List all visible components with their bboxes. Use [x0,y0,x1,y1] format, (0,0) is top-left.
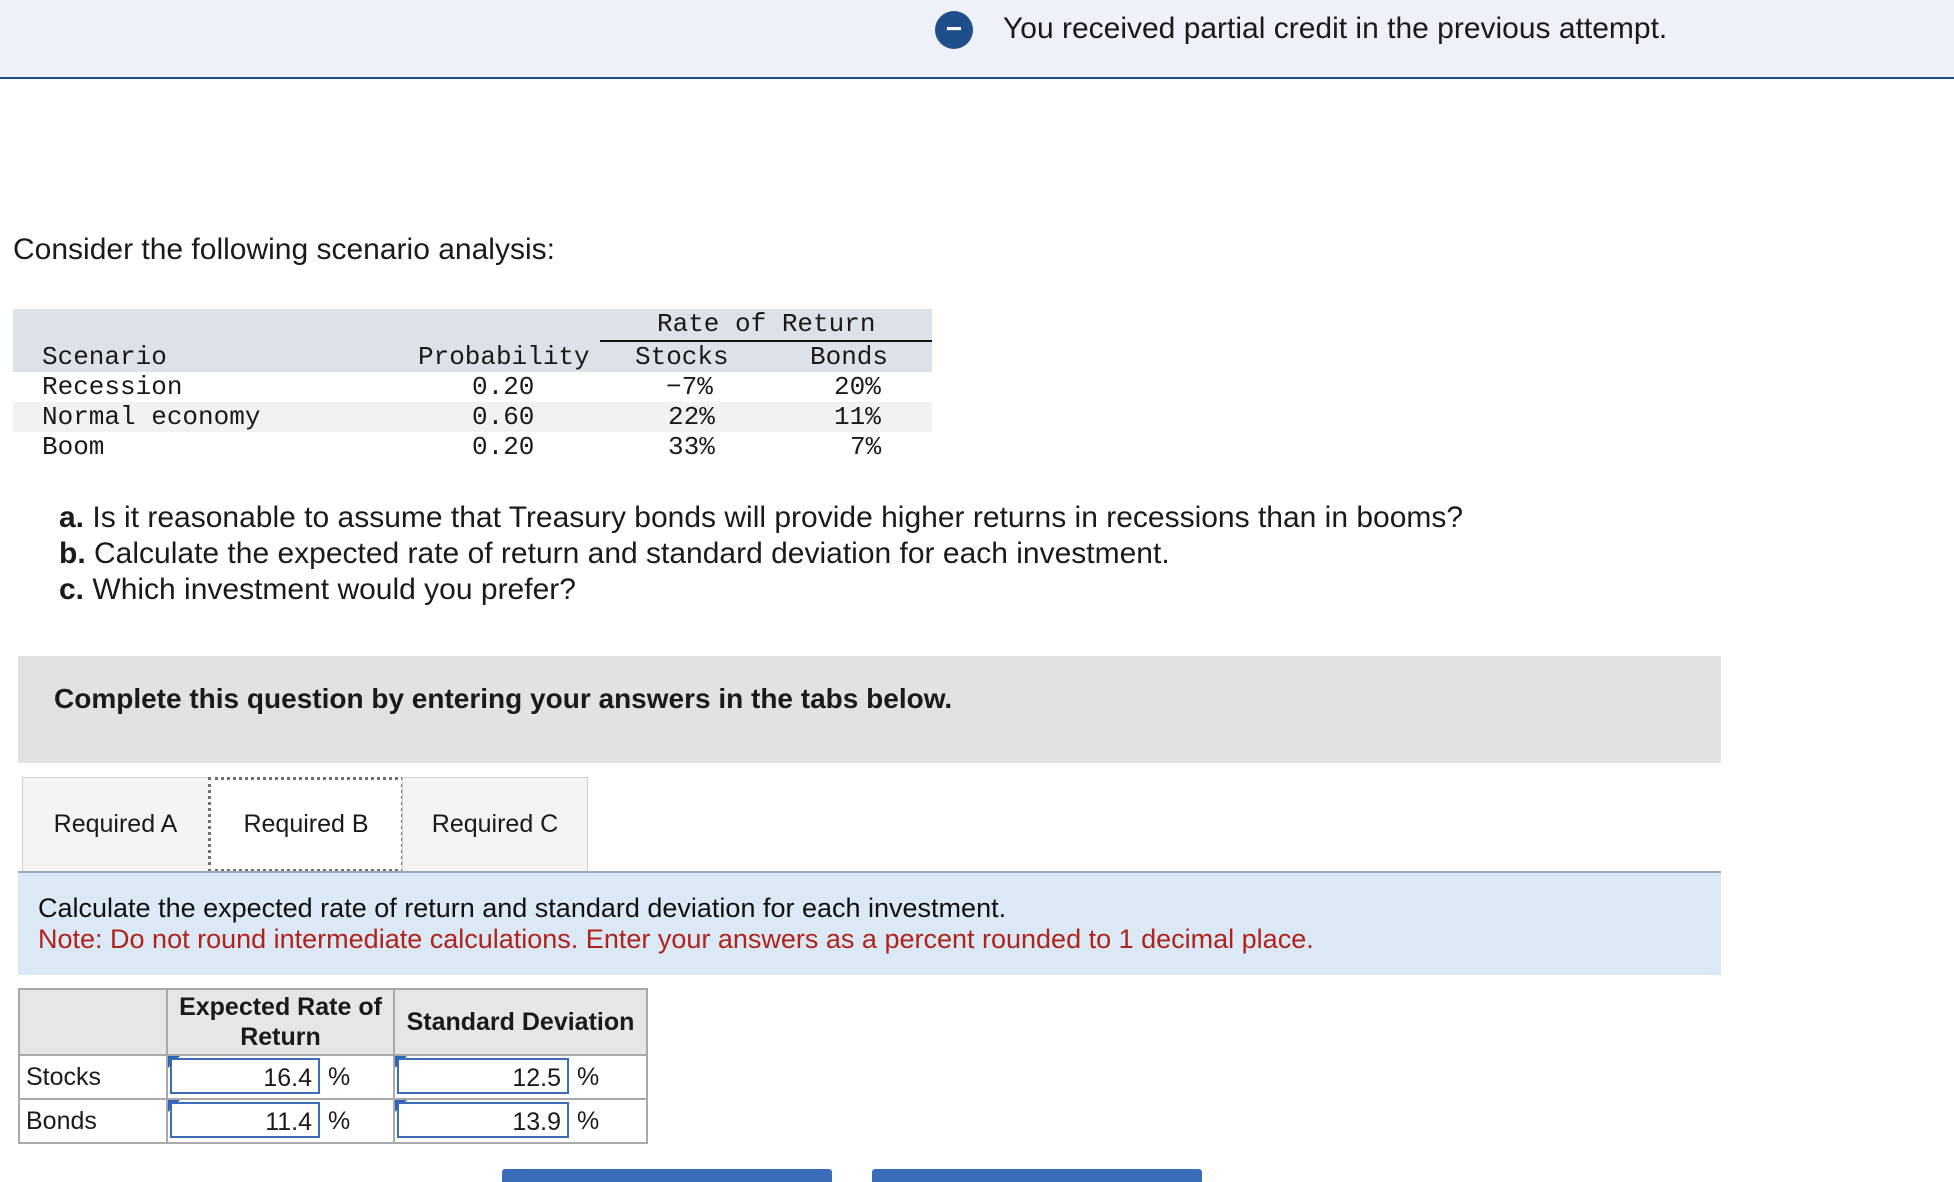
scenario-cell: Recession [42,372,183,402]
bonds-expected-input[interactable]: 11.4 [170,1102,320,1138]
next-required-button[interactable] [872,1169,1202,1182]
banner-message: You received partial credit in the previ… [1003,12,1668,45]
bonds-cell: 20% [834,372,881,402]
bonds-std-input[interactable]: 13.9 [397,1102,569,1138]
probability-cell: 0.60 [472,402,535,432]
stocks-cell: −7% [666,372,713,402]
stocks-expected-cell: 16.4 % [166,1054,395,1100]
bonds-cell: 11% [834,402,881,432]
question-letter: b. [59,537,86,570]
question-text: Which investment would you prefer? [92,573,576,606]
percent-sign: % [328,1107,351,1135]
probability-cell: 0.20 [472,432,535,462]
table-row: Stocks 16.4 % 12.5 % [18,1054,648,1100]
prev-required-button[interactable] [502,1169,832,1182]
question-a: a. Is it reasonable to assume that Treas… [59,500,1463,536]
scenario-cell: Normal economy [42,402,261,432]
question-c: c. Which investment would you prefer? [59,572,1463,608]
question-text: Calculate the expected rate of return an… [94,537,1170,570]
stocks-cell: 22% [668,402,715,432]
stocks-header: Stocks [635,342,729,372]
probability-header: Probability [418,342,590,372]
required-b-panel: Calculate the expected rate of return an… [18,873,1721,975]
stocks-std-cell: 12.5 % [393,1054,648,1100]
intro-text: Consider the following scenario analysis… [13,233,555,266]
probability-cell: 0.20 [472,372,535,402]
stocks-std-input[interactable]: 12.5 [397,1058,569,1094]
scenario-header: Scenario [42,342,167,372]
table-row: Bonds 11.4 % 13.9 % [18,1098,648,1144]
tab-required-c[interactable]: Required C [402,777,588,872]
instruction-box: Complete this question by entering your … [18,656,1721,763]
empty-header [18,988,168,1056]
tab-required-b[interactable]: Required B [208,777,404,872]
answer-table: Expected Rate of Return Standard Deviati… [18,988,648,1144]
scenario-cell: Boom [42,432,105,462]
question-b: b. Calculate the expected rate of return… [59,536,1463,572]
bonds-std-cell: 13.9 % [393,1098,648,1144]
required-b-prompt: Calculate the expected rate of return an… [38,893,1007,923]
std-dev-header: Standard Deviation [393,988,648,1056]
row-band-3 [13,432,932,462]
tab-required-a[interactable]: Required A [22,777,209,872]
bonds-cell: 7% [850,432,882,462]
question-list: a. Is it reasonable to assume that Treas… [59,500,1463,608]
percent-sign: % [577,1107,600,1135]
row-label: Stocks [18,1054,168,1100]
expected-return-header: Expected Rate of Return [166,988,395,1056]
group-header-rule [600,340,932,342]
tab-divider [18,871,1721,873]
question-letter: c. [59,573,85,606]
question-letter: a. [59,501,85,534]
rate-of-return-header: Rate of Return [657,309,876,339]
stocks-expected-input[interactable]: 16.4 [170,1058,320,1094]
minus-circle-icon: − [935,11,973,49]
scenario-table: Rate of Return Scenario Probability Stoc… [13,309,932,464]
instruction-text: Complete this question by entering your … [54,683,953,714]
rounding-note: Note: Do not round intermediate calculat… [38,924,1314,954]
partial-credit-banner: − You received partial credit in the pre… [0,0,1954,79]
row-band-2 [13,402,932,432]
row-label: Bonds [18,1098,168,1144]
question-text: Is it reasonable to assume that Treasury… [92,501,1464,534]
percent-sign: % [577,1063,600,1091]
percent-sign: % [328,1063,351,1091]
bonds-expected-cell: 11.4 % [166,1098,395,1144]
bonds-header: Bonds [810,342,889,372]
stocks-cell: 33% [668,432,715,462]
row-band-1 [13,372,932,402]
